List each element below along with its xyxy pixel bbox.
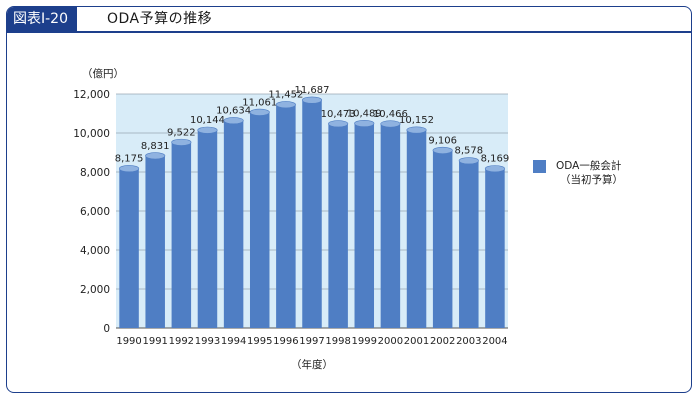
bar-top xyxy=(171,138,192,146)
y-tick-label: 12,000 xyxy=(73,89,110,101)
bar xyxy=(276,104,296,328)
bar xyxy=(432,150,453,328)
data-label: 10,489 xyxy=(347,108,382,119)
y-tick-label: 8,000 xyxy=(80,167,110,179)
data-label: 9,522 xyxy=(167,127,196,138)
bar-top xyxy=(275,101,296,109)
data-label: 11,687 xyxy=(295,85,330,96)
x-tick-label: 1994 xyxy=(221,336,246,347)
bar xyxy=(380,123,401,329)
y-axis: 0 2,000 4,000 6,000 8,000 10,000 12,000 xyxy=(73,89,508,335)
x-tick-label: 2000 xyxy=(378,336,403,347)
x-axis: 1990 1991 1992 1993 1994 1995 1996 1997 1998 1999… xyxy=(116,336,507,347)
bar xyxy=(485,168,505,328)
header-divider xyxy=(7,31,691,33)
data-label: 11,061 xyxy=(242,97,277,108)
bar xyxy=(249,112,270,328)
bar xyxy=(459,160,479,328)
x-tick-label: 2001 xyxy=(404,336,429,347)
y-tick-label: 0 xyxy=(103,323,110,335)
x-tick-label: 1996 xyxy=(273,336,298,347)
bar-top xyxy=(458,157,479,165)
bar-top xyxy=(119,165,140,173)
data-label: 8,175 xyxy=(115,154,144,165)
figure-header: 図表Ⅰ-20 ODA予算の推移 xyxy=(7,7,691,33)
bar-top xyxy=(432,146,453,154)
bar-top xyxy=(354,119,375,127)
x-tick-label: 1991 xyxy=(142,336,167,347)
bar xyxy=(197,130,218,328)
bar-top xyxy=(406,126,427,134)
x-tick-label: 1993 xyxy=(195,336,220,347)
bar-top xyxy=(301,96,323,104)
x-tick-label: 2002 xyxy=(430,336,455,347)
bar-top xyxy=(223,117,244,125)
x-tick-label: 1995 xyxy=(247,336,272,347)
y-tick-label: 10,000 xyxy=(73,128,110,140)
figure-title: ODA予算の推移 xyxy=(107,11,213,27)
x-axis-label: （年度） xyxy=(291,358,333,371)
x-tick-label: 1992 xyxy=(169,336,194,347)
y-tick-label: 6,000 xyxy=(80,206,110,218)
legend: ODA一般会計 （当初予算） xyxy=(533,159,623,187)
bar-top xyxy=(380,120,401,128)
x-tick-label: 1997 xyxy=(299,336,324,347)
bar xyxy=(119,168,139,328)
legend-label: ODA一般会計 （当初予算） xyxy=(556,159,623,187)
data-label: 10,152 xyxy=(399,115,434,126)
y-tick-label: 2,000 xyxy=(80,284,110,296)
figure-number: 図表Ⅰ-20 xyxy=(7,7,77,32)
bars: 8,1758,8319,52210,14410,63411,06111,4521… xyxy=(115,85,510,329)
x-tick-label: 1998 xyxy=(325,336,350,347)
bar xyxy=(171,142,192,328)
data-label: 8,169 xyxy=(481,154,510,165)
data-label: 8,578 xyxy=(454,146,483,157)
data-label: 10,634 xyxy=(216,106,251,117)
data-label: 11,452 xyxy=(268,90,303,101)
x-tick-label: 2003 xyxy=(456,336,481,347)
bar-top xyxy=(197,126,218,134)
x-tick-label: 2004 xyxy=(482,336,507,347)
data-label: 10,144 xyxy=(190,115,225,126)
data-label: 10,473 xyxy=(321,109,356,120)
y-axis-label: （億円） xyxy=(82,67,124,80)
legend-label-main: ODA一般会計 xyxy=(556,160,622,172)
legend-swatch xyxy=(533,160,546,173)
bar xyxy=(223,120,244,329)
bar-top xyxy=(328,120,349,128)
data-label: 10,466 xyxy=(373,109,408,120)
legend-label-sub: （当初予算） xyxy=(560,174,623,186)
data-label: 8,831 xyxy=(141,141,170,152)
bar-top xyxy=(484,165,505,173)
bar xyxy=(406,130,427,328)
bar xyxy=(302,100,322,328)
bar xyxy=(328,123,348,329)
data-label: 9,106 xyxy=(428,135,457,146)
bar-top xyxy=(249,108,270,116)
bar xyxy=(354,123,375,328)
x-tick-label: 1990 xyxy=(116,336,141,347)
y-tick-label: 4,000 xyxy=(80,245,110,257)
bar xyxy=(145,155,165,328)
x-tick-label: 1999 xyxy=(352,336,377,347)
bar-top xyxy=(145,152,166,160)
